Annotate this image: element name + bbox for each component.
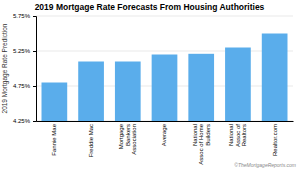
x-axis: Fannie MaeFreddie MacMortgageBankersAsso… [37,122,294,165]
x-tick-label-line: Bankers [125,124,131,146]
chart: 4.25% 4.75% 5.25% 5.75% Fannie Mae Freddie Ma… [0,0,299,169]
x-tick-label: Freddie Mac [88,124,94,157]
y-tick: 5.75% [13,13,36,19]
y-axis-title: 2019 Mortgage Rate Prediction [1,23,9,113]
annotation: ©TheMortgageReports.com [234,162,296,168]
x-tick-label-line: Realtor.com [272,124,278,156]
y-axis-line [33,17,37,122]
y-axis: 4.25% 4.75% 5.25% 5.75% [13,13,37,124]
x-tick: Realtor.com [272,124,278,156]
y-tick-label: 5.25% [13,48,31,54]
x-tick-label-line: Realtors [241,124,247,146]
y-tick-label: 5.75% [13,13,31,19]
x-tick: NationalAssoc of HomeBuilders [192,123,211,164]
grid-line [36,51,293,52]
x-tick-label-line: Assoc of [235,124,241,147]
x-tick-label: Fannie Mae [51,123,57,155]
grid [36,16,293,121]
x-tick: Fannie Mae [51,123,57,155]
x-tick-label-line: Average [161,123,167,146]
x-tick-label-line: Mortgage [118,123,124,149]
y-tick: 5.25% [13,48,36,54]
x-tick-label-line: Builders [205,124,211,146]
bar [78,62,104,122]
y-tick-mark [33,51,36,52]
bar [262,34,288,122]
bar [225,48,251,122]
x-tick: Freddie Mac [88,124,94,157]
x-tick: MortgageBankersAssociation [118,123,137,154]
x-tick-label: NationalAssoc ofRealtors [228,124,247,147]
x-tick-label: Realtor.com [272,124,278,156]
y-tick: 4.25% [13,118,36,124]
y-tick-label: 4.25% [13,118,31,124]
plot-area: 4.25% 4.75% 5.25% 5.75% Fannie Mae Freddie Ma… [13,13,294,164]
x-tick: Average [161,123,167,146]
bar [152,55,178,122]
x-tick-label-line: National [192,124,198,146]
x-axis-line [37,121,294,122]
bars [42,34,288,122]
x-tick-label: NationalAssoc of HomeBuilders [192,123,211,164]
x-tick-label-line: Fannie Mae [51,123,57,155]
x-tick-label-line: Association [131,124,137,155]
y-tick-mark [33,121,36,122]
title: 2019 Mortgage Rate Forecasts From Housin… [35,2,265,12]
x-tick: NationalAssoc ofRealtors [228,124,247,147]
x-tick-label: Average [161,123,167,146]
y-tick-mark [33,16,36,17]
y-tick-label: 4.75% [13,83,31,89]
y-tick: 4.75% [13,83,36,89]
x-tick-label: MortgageBankersAssociation [118,123,137,154]
bar [188,54,214,121]
x-tick-label-line: National [228,124,234,146]
grid-line [36,16,293,17]
bar [42,83,68,122]
y-tick-mark [33,86,36,87]
x-tick-label-line: Freddie Mac [88,124,94,157]
bar [115,62,141,122]
x-tick-label-line: Assoc of Home [198,123,204,164]
